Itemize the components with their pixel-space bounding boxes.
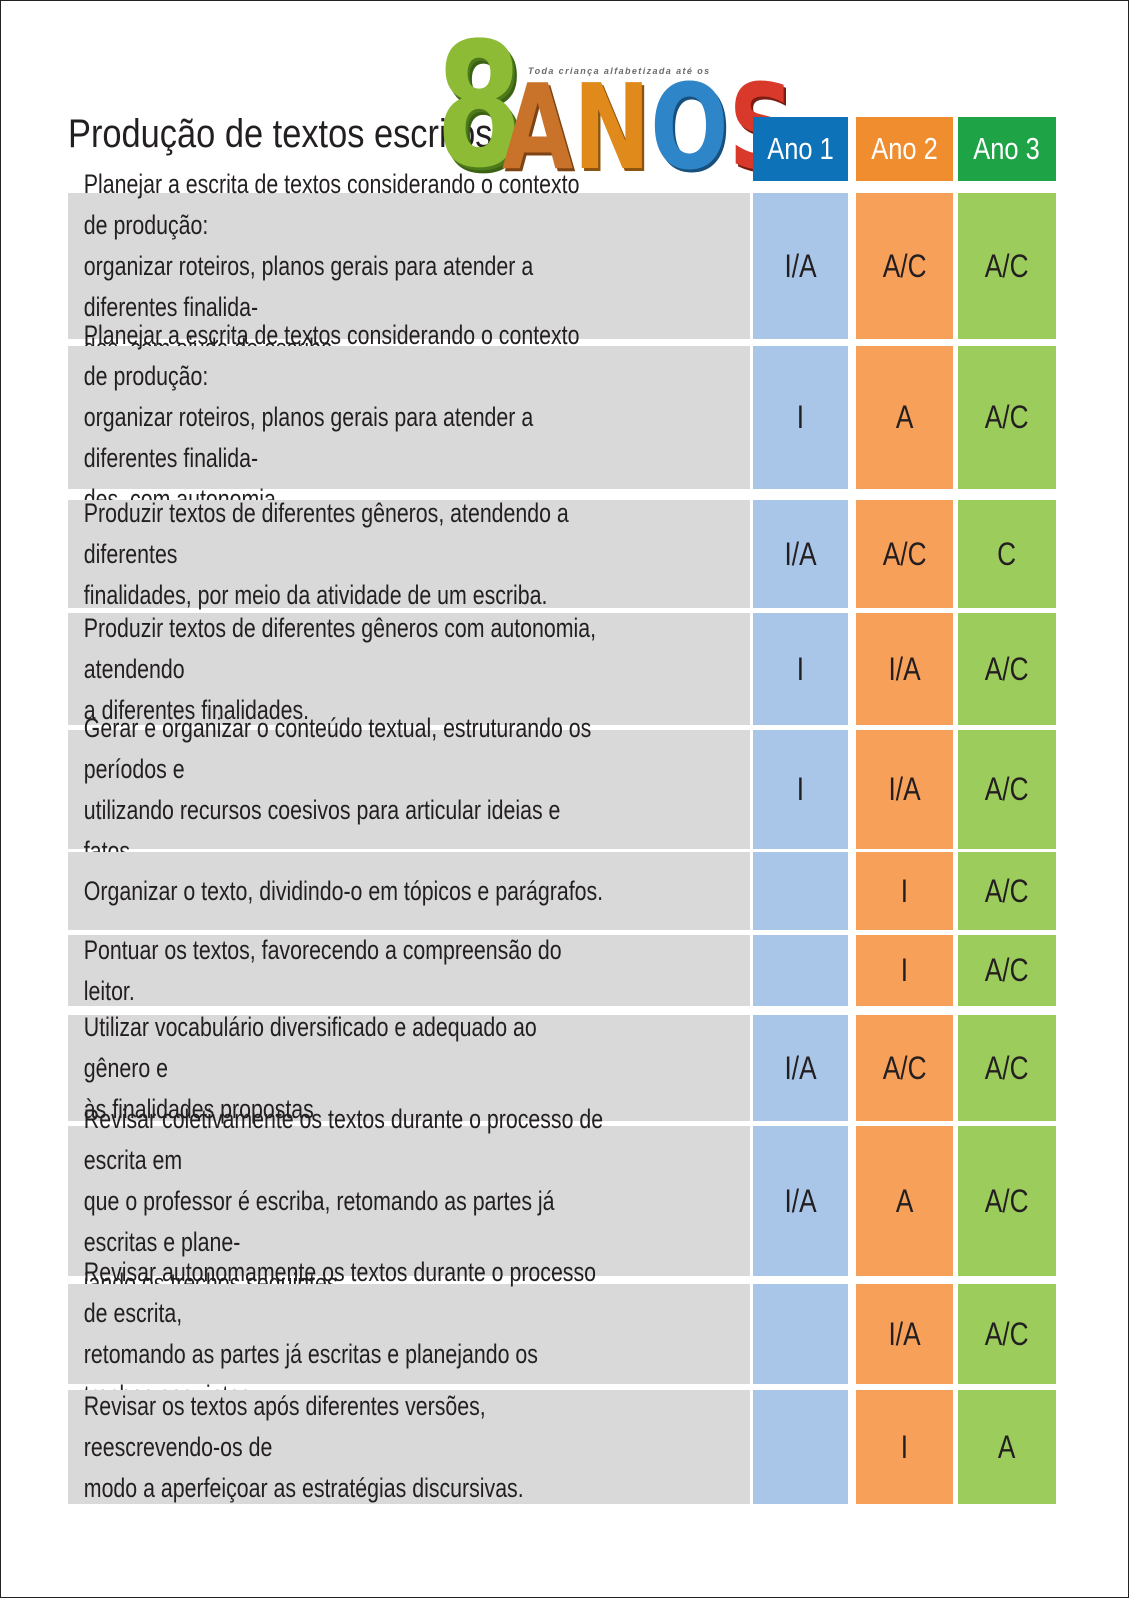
row-description: Revisar coletivamente os textos durante … [68, 1104, 750, 1298]
cell-ano-3: A/C [958, 935, 1056, 1006]
table-row: Utilizar vocabulário diversificado e ade… [68, 1012, 1056, 1124]
table-row: Pontuar os textos, favorecendo a compree… [68, 935, 1056, 1006]
page-title: Produção de textos escritos [68, 112, 493, 156]
description-line: que o professor é escriba, retomando as … [83, 1185, 555, 1257]
row-description: Pontuar os textos, favorecendo a compree… [68, 935, 750, 1006]
cell-ano-3: A/C [958, 613, 1056, 725]
logo-letter: N [573, 58, 651, 196]
description-line: a diferentes finalidades. [83, 694, 310, 725]
logo-8-anos: Toda criança alfabetizada até os 8 ANOS [436, 20, 795, 196]
row-description: Utilizar vocabulário diversificado e ade… [68, 1012, 750, 1124]
cell-ano-2: I/A [856, 1284, 953, 1384]
cell-ano-2: I [856, 935, 953, 1006]
table-row: Planejar a escrita de textos considerand… [68, 169, 1056, 363]
cell-ano-3: C [958, 500, 1056, 608]
cell-ano-1 [753, 1284, 848, 1384]
logo-tagline: Toda criança alfabetizada até os [528, 66, 711, 76]
description-line: Produzir textos de diferentes gêneros co… [83, 612, 597, 684]
cell-ano-1: I/A [753, 193, 848, 339]
row-description: Planejar a escrita de textos considerand… [68, 320, 750, 514]
cell-ano-1 [753, 1390, 848, 1504]
row-description: Gerar e organizar o conteúdo textual, es… [68, 713, 750, 866]
table-row: Planejar a escrita de textos considerand… [68, 320, 1056, 514]
cell-ano-3: A/C [958, 852, 1056, 930]
cell-ano-3: A/C [958, 1284, 1056, 1384]
description-line: Planejar a escrita de textos considerand… [83, 320, 580, 391]
cell-ano-1: I [753, 346, 848, 489]
description-line: Pontuar os textos, favorecendo a compree… [83, 934, 562, 1006]
table-row: Produzir textos de diferentes gêneros, a… [68, 498, 1056, 610]
description-line: Gerar e organizar o conteúdo textual, es… [83, 712, 592, 784]
cell-ano-3: A/C [958, 1126, 1056, 1276]
row-description: Produzir textos de diferentes gêneros co… [68, 613, 750, 725]
cell-ano-3: A/C [958, 193, 1056, 339]
column-header-ano-1: Ano 1 [753, 117, 848, 181]
cell-ano-1: I [753, 613, 848, 725]
row-description: Produzir textos de diferentes gêneros, a… [68, 498, 750, 610]
description-line: Organizar o texto, dividindo-o em tópico… [83, 875, 604, 906]
cell-ano-2: A/C [856, 193, 953, 339]
cell-ano-1: I/A [753, 500, 848, 608]
description-line: Planejar a escrita de textos considerand… [83, 168, 580, 240]
table-row: Revisar autonomamente os textos durante … [68, 1257, 1056, 1410]
row-description: Organizar o texto, dividindo-o em tópico… [68, 852, 750, 930]
cell-ano-2: I/A [856, 730, 953, 849]
table-row: Revisar coletivamente os textos durante … [68, 1104, 1056, 1298]
table-row: Gerar e organizar o conteúdo textual, es… [68, 713, 1056, 866]
description-line: modo a aperfeiçoar as estratégias discur… [83, 1472, 524, 1503]
logo-number: 8 [436, 5, 523, 206]
cell-ano-2: A [856, 1126, 953, 1276]
row-description: Planejar a escrita de textos considerand… [68, 169, 750, 363]
column-header-ano-3: Ano 3 [958, 117, 1056, 181]
description-line: organizar roteiros, planos gerais para a… [83, 250, 534, 322]
logo-letter: O [650, 58, 729, 196]
cell-ano-3: A [958, 1390, 1056, 1504]
cell-ano-1 [753, 852, 848, 930]
cell-ano-2: I [856, 852, 953, 930]
table-row: Produzir textos de diferentes gêneros co… [68, 613, 1056, 725]
logo-letter: A [502, 58, 574, 196]
table-row: Revisar os textos após diferentes versõe… [68, 1390, 1056, 1504]
description-line: Revisar os textos após diferentes versõe… [83, 1390, 486, 1462]
cell-ano-1: I [753, 730, 848, 849]
cell-ano-3: A/C [958, 346, 1056, 489]
row-description: Revisar os textos após diferentes versõe… [68, 1390, 750, 1504]
row-description: Revisar autonomamente os textos durante … [68, 1257, 750, 1410]
cell-ano-2: I/A [856, 613, 953, 725]
description-line: Revisar autonomamente os textos durante … [83, 1257, 597, 1328]
cell-ano-2: A/C [856, 500, 953, 608]
description-line: Produzir textos de diferentes gêneros, a… [83, 497, 569, 569]
cell-ano-2: I [856, 1390, 953, 1504]
description-line: Utilizar vocabulário diversificado e ade… [83, 1011, 537, 1083]
cell-ano-3: A/C [958, 1015, 1056, 1121]
description-line: às finalidades propostas [83, 1093, 314, 1124]
cell-ano-2: A/C [856, 1015, 953, 1121]
cell-ano-1 [753, 935, 848, 1006]
table-row: Organizar o texto, dividindo-o em tópico… [68, 852, 1056, 930]
cell-ano-2: A [856, 346, 953, 489]
description-line: Revisar coletivamente os textos durante … [83, 1103, 604, 1175]
column-header-ano-2: Ano 2 [856, 117, 953, 181]
cell-ano-1: I/A [753, 1015, 848, 1121]
cell-ano-3: A/C [958, 730, 1056, 849]
cell-ano-1: I/A [753, 1126, 848, 1276]
description-line: organizar roteiros, planos gerais para a… [83, 402, 534, 473]
description-line: finalidades, por meio da atividade de um… [83, 579, 548, 610]
